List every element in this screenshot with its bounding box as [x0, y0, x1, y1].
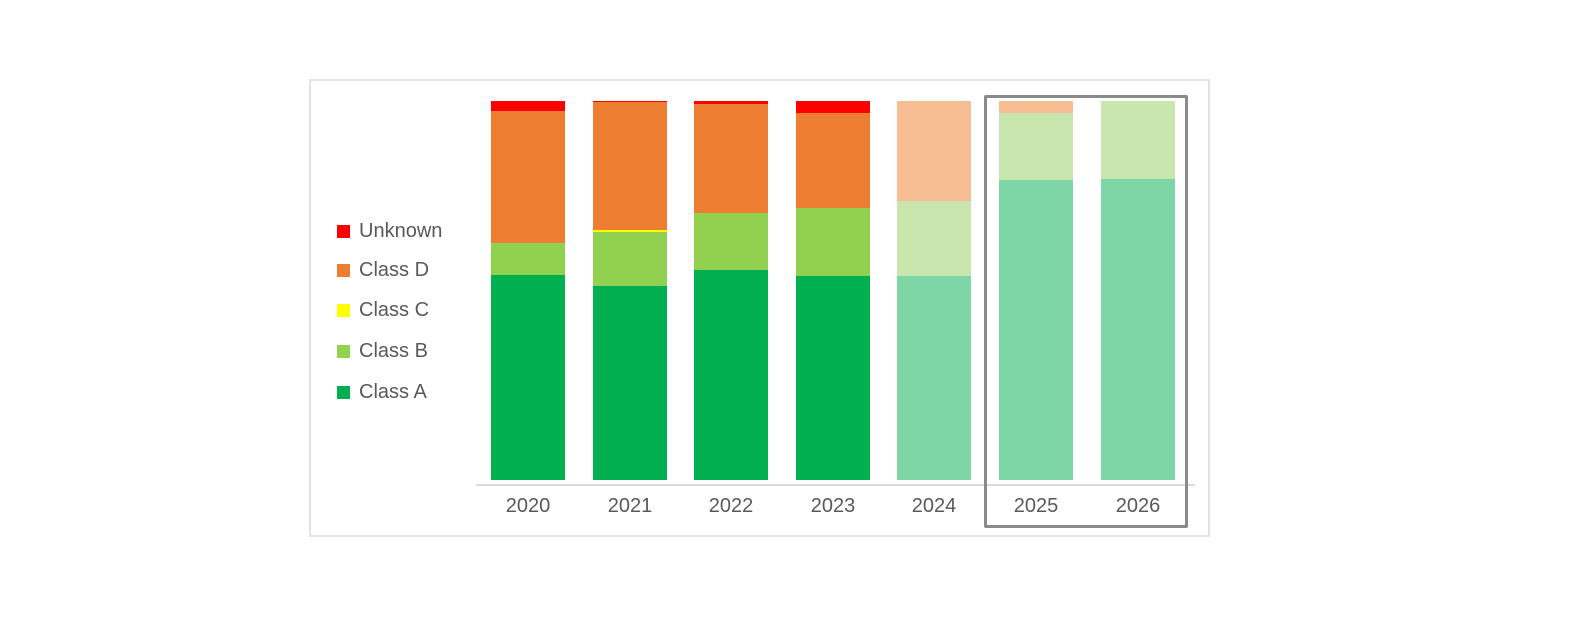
x-axis-label-2026: 2026: [1115, 495, 1161, 517]
segment-2020-class-b: [491, 243, 565, 275]
legend-item-unknown: Unknown: [337, 221, 442, 241]
bar-2026: [1101, 101, 1175, 480]
chart-legend: Unknown Class D Class C Class B Class A: [337, 81, 487, 535]
x-axis-label-2020: 2020: [505, 495, 551, 517]
bar-2022: [694, 100, 768, 480]
legend-swatch-icon: [337, 385, 350, 399]
x-axis-label-2022: 2022: [708, 495, 754, 517]
x-axis-line: [476, 484, 1195, 486]
segment-2022-class-a: [694, 270, 768, 480]
chart-frame: Unknown Class D Class C Class B Class A 2020…: [309, 79, 1210, 537]
x-axis-label-2025: 2025: [1013, 495, 1059, 517]
segment-2026-class-a: [1101, 179, 1175, 480]
segment-2021-class-a: [593, 286, 667, 480]
legend-label: Class B: [359, 340, 428, 362]
plot-area: 2020 2021 2022 2023 2024 2025 2026: [311, 81, 1208, 535]
segment-2022-class-b: [694, 213, 768, 270]
segment-2021-class-c: [593, 230, 667, 233]
legend-label: Class D: [359, 259, 430, 281]
segment-2021-unknown: [593, 101, 667, 103]
legend-item-class-d: Class D: [337, 260, 429, 280]
legend-swatch-icon: [337, 224, 350, 238]
bar-2023: [796, 101, 870, 480]
legend-item-class-c: Class C: [337, 300, 429, 320]
segment-2022-class-d: [694, 103, 768, 214]
segment-2023-class-b: [796, 208, 870, 277]
segment-2021-class-b: [593, 232, 667, 286]
legend-item-class-a: Class A: [337, 382, 427, 402]
segment-2022-unknown: [694, 100, 768, 104]
segment-2026-class-b: [1101, 101, 1175, 180]
bar-2025: [999, 101, 1073, 480]
segment-2025-class-d: [999, 101, 1073, 113]
legend-item-class-b: Class B: [337, 341, 428, 361]
segment-2023-class-a: [796, 276, 870, 480]
x-axis-label-2023: 2023: [810, 495, 856, 517]
segment-2020-unknown: [491, 101, 565, 112]
bar-2024: [897, 101, 971, 480]
segment-2024-class-b: [897, 201, 971, 277]
legend-label: Unknown: [359, 220, 443, 242]
segment-2025-class-a: [999, 179, 1073, 480]
bar-2021: [593, 101, 667, 480]
legend-swatch-icon: [337, 303, 350, 317]
segment-2020-class-a: [491, 275, 565, 480]
segment-2021-class-d: [593, 102, 667, 231]
x-axis-label-2024: 2024: [911, 495, 957, 517]
segment-2025-class-b: [999, 112, 1073, 180]
segment-2020-class-d: [491, 111, 565, 244]
legend-label: Class C: [359, 299, 430, 321]
segment-2023-class-d: [796, 113, 870, 209]
legend-swatch-icon: [337, 263, 350, 277]
segment-2024-class-d: [897, 101, 971, 202]
forecast-highlight-box: [984, 95, 1188, 528]
segment-2024-class-a: [897, 276, 971, 480]
bar-2020: [491, 101, 565, 480]
segment-2023-unknown: [796, 101, 870, 114]
x-axis-label-2021: 2021: [607, 495, 653, 517]
legend-label: Class A: [359, 381, 427, 403]
legend-swatch-icon: [337, 344, 350, 358]
